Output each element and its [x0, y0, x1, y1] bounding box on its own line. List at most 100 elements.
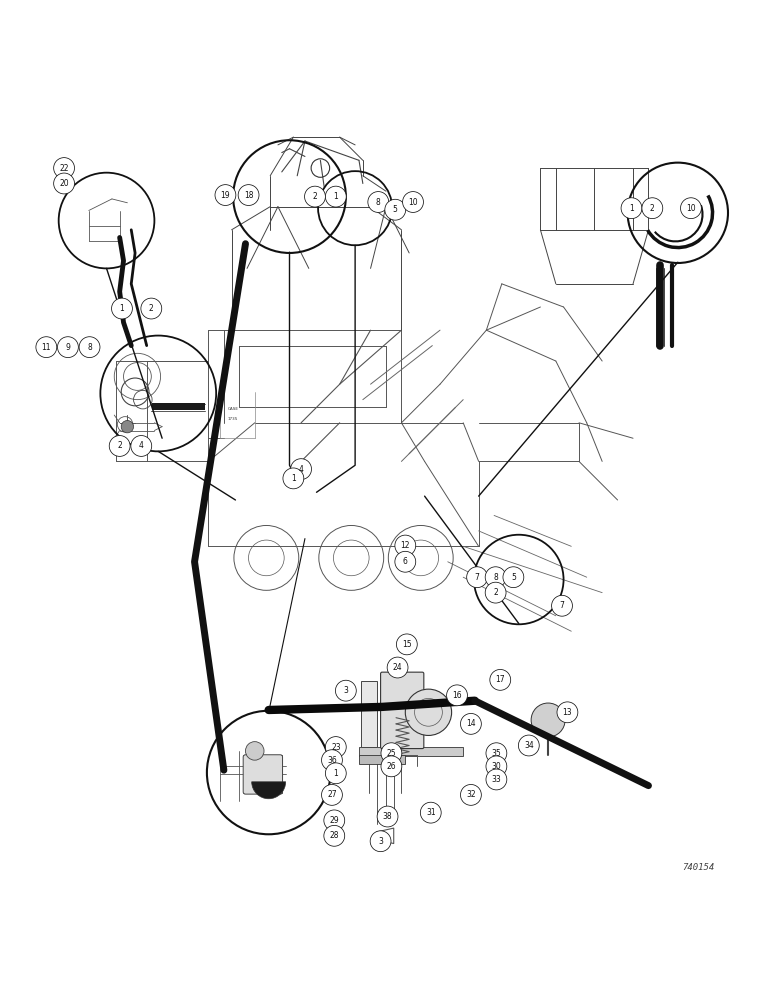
Circle shape: [490, 669, 511, 690]
Circle shape: [54, 173, 75, 194]
Text: 1: 1: [334, 192, 338, 201]
Circle shape: [551, 595, 573, 616]
Circle shape: [110, 436, 130, 456]
Circle shape: [367, 192, 389, 212]
Circle shape: [531, 703, 565, 737]
FancyBboxPatch shape: [243, 755, 283, 794]
Text: 14: 14: [466, 719, 476, 728]
Circle shape: [486, 769, 507, 790]
Text: 1: 1: [120, 304, 124, 313]
Circle shape: [321, 784, 343, 805]
Circle shape: [486, 756, 507, 777]
Text: 8: 8: [376, 198, 381, 207]
Text: 31: 31: [426, 808, 435, 817]
Circle shape: [394, 535, 416, 556]
Circle shape: [215, 185, 236, 205]
Circle shape: [394, 551, 416, 572]
Text: 8: 8: [87, 343, 92, 352]
Circle shape: [486, 567, 506, 588]
Text: 6: 6: [403, 557, 408, 566]
Circle shape: [335, 680, 357, 701]
Text: 1: 1: [334, 769, 338, 778]
Circle shape: [377, 806, 398, 827]
Circle shape: [112, 298, 133, 319]
Text: 1: 1: [629, 204, 634, 213]
Text: 2: 2: [650, 204, 655, 213]
Circle shape: [421, 802, 442, 823]
Circle shape: [141, 298, 162, 319]
Text: 30: 30: [492, 762, 501, 771]
Bar: [359, 747, 463, 756]
Text: 2: 2: [313, 192, 317, 201]
Text: 10: 10: [686, 204, 696, 213]
Circle shape: [557, 702, 578, 723]
Text: 4: 4: [139, 441, 144, 450]
Circle shape: [324, 825, 345, 846]
Text: 20: 20: [59, 179, 69, 188]
Text: 34: 34: [524, 741, 533, 750]
Text: 2: 2: [493, 588, 498, 597]
Circle shape: [80, 337, 100, 358]
Circle shape: [397, 634, 418, 655]
Circle shape: [131, 436, 151, 456]
Circle shape: [290, 459, 312, 480]
Text: 23: 23: [331, 743, 340, 752]
Circle shape: [245, 742, 264, 760]
Circle shape: [460, 784, 482, 805]
Circle shape: [486, 743, 507, 764]
Circle shape: [371, 831, 391, 852]
Text: 2: 2: [117, 441, 122, 450]
Circle shape: [325, 186, 347, 207]
Circle shape: [121, 420, 134, 433]
Text: 8: 8: [493, 573, 498, 582]
Circle shape: [238, 185, 259, 205]
Circle shape: [283, 468, 304, 489]
Text: 15: 15: [402, 640, 411, 649]
Circle shape: [387, 657, 408, 678]
Text: 24: 24: [393, 663, 402, 672]
Text: 26: 26: [387, 762, 396, 771]
Circle shape: [57, 337, 79, 358]
Circle shape: [54, 158, 75, 178]
Text: 27: 27: [327, 790, 337, 799]
Text: 33: 33: [492, 775, 501, 784]
Circle shape: [486, 582, 506, 603]
Wedge shape: [252, 782, 286, 799]
Circle shape: [642, 198, 663, 219]
Bar: [152, 403, 205, 410]
Text: 3: 3: [344, 686, 348, 695]
Circle shape: [446, 685, 468, 706]
Text: 16: 16: [452, 691, 462, 700]
Text: 740154: 740154: [682, 863, 715, 872]
Text: 38: 38: [383, 812, 392, 821]
Text: 36: 36: [327, 756, 337, 765]
Text: 2: 2: [149, 304, 154, 313]
Text: 5: 5: [511, 573, 516, 582]
Text: 1735: 1735: [228, 417, 238, 421]
Circle shape: [325, 763, 347, 784]
Text: 3: 3: [378, 837, 383, 846]
Text: 35: 35: [492, 749, 501, 758]
Text: 7: 7: [475, 573, 479, 582]
Bar: [359, 755, 405, 764]
Circle shape: [519, 735, 540, 756]
Circle shape: [621, 198, 642, 219]
Text: 4: 4: [299, 465, 303, 474]
Text: 17: 17: [496, 675, 505, 684]
Circle shape: [324, 810, 345, 831]
Circle shape: [405, 689, 452, 735]
Text: 10: 10: [408, 198, 418, 207]
Circle shape: [460, 713, 482, 734]
FancyBboxPatch shape: [381, 672, 424, 749]
Circle shape: [381, 756, 402, 777]
Circle shape: [304, 186, 326, 207]
Text: CASE: CASE: [228, 407, 239, 411]
Text: 11: 11: [42, 343, 51, 352]
Text: 22: 22: [59, 164, 69, 173]
Text: 1: 1: [291, 474, 296, 483]
Text: 29: 29: [330, 816, 339, 825]
Circle shape: [321, 750, 343, 771]
Circle shape: [681, 198, 702, 219]
Circle shape: [384, 199, 406, 220]
Text: 18: 18: [244, 191, 253, 200]
